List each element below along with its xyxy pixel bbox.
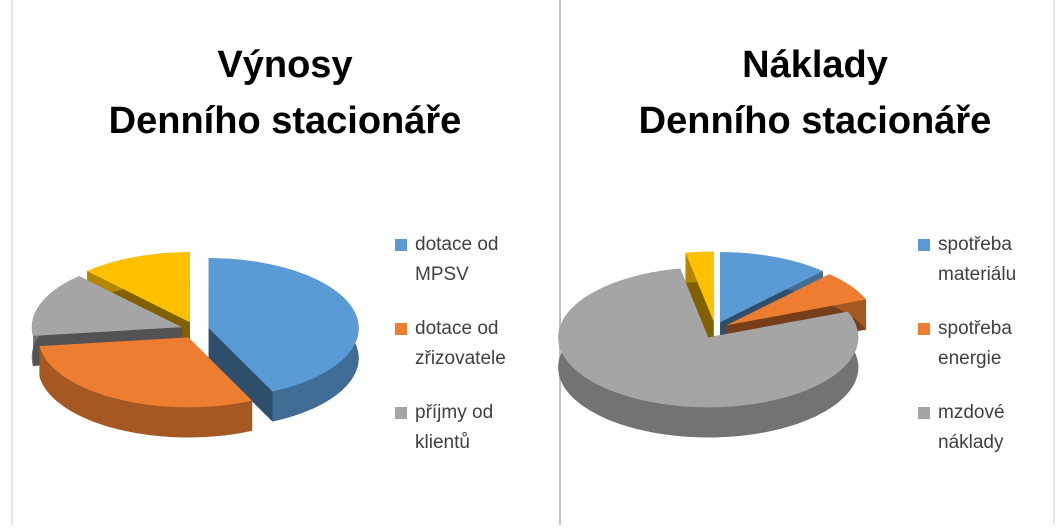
- legend-swatch: [395, 239, 407, 251]
- slice: [558, 268, 859, 408]
- slice: [685, 251, 714, 322]
- chart-title: Výnosy Denního stacionáře: [109, 44, 462, 142]
- legend-label: spotřeba energie: [938, 318, 1012, 369]
- slice-wall: [208, 328, 273, 422]
- legend-swatch: [918, 407, 930, 419]
- legend-swatch: [918, 239, 930, 251]
- slice: [208, 258, 359, 422]
- legend-label: dotace od MPSV: [415, 234, 498, 285]
- slice: [558, 268, 859, 438]
- slice: [39, 337, 253, 438]
- legend-label: spotřeba materiálu: [938, 234, 1016, 285]
- legend-label: mzdové náklady: [938, 402, 1005, 453]
- legend-swatch: [395, 323, 407, 335]
- slice: [39, 337, 253, 408]
- chart-title: Náklady Denního stacionáře: [639, 44, 992, 142]
- legend-swatch: [918, 323, 930, 335]
- slice: [726, 274, 867, 326]
- slice: [208, 258, 359, 392]
- slice: [31, 276, 182, 336]
- legend-label: příjmy od klientů: [415, 402, 493, 453]
- slice: [720, 252, 823, 323]
- legend-label: dotace od zřizovatele: [415, 318, 506, 369]
- slice-side: [39, 346, 253, 438]
- legend-swatch: [395, 407, 407, 419]
- slice: [87, 252, 190, 323]
